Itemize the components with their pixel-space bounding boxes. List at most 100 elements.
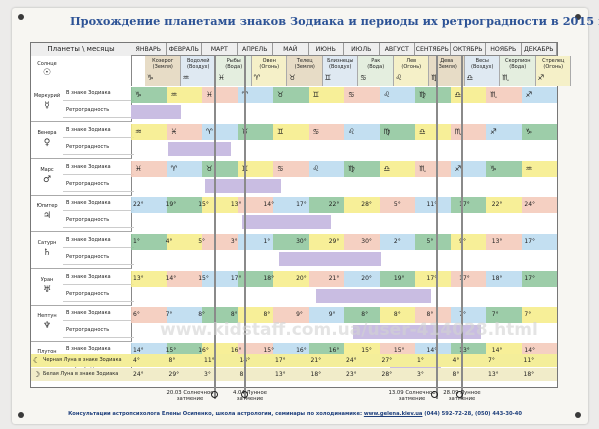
- zodiac-sign-icon: ♈: [170, 164, 178, 173]
- zodiac-sign-icon: ♐: [454, 164, 462, 173]
- degree-value: 20°: [296, 275, 307, 282]
- moon-degree-value: 4°: [452, 357, 460, 364]
- degree-value: 7°: [491, 311, 499, 318]
- degree-value: 16°: [296, 347, 307, 354]
- sign-band: [273, 197, 309, 213]
- zodiac-sign-icon: ♌: [383, 90, 391, 99]
- sun-sign-name: Рыбы: [226, 58, 241, 64]
- planet-row-label: [31, 124, 132, 159]
- sign-band: [131, 307, 167, 323]
- degree-value: 16°: [230, 347, 242, 354]
- sun-sign-name: Близнецы: [327, 58, 354, 64]
- sign-band: [237, 197, 273, 213]
- zodiac-sign-icon: ♓: [206, 90, 213, 99]
- moon-row-bg: [31, 354, 557, 367]
- sign-band: [273, 87, 309, 103]
- sign-band: [450, 271, 486, 287]
- degree-value: 8°: [198, 311, 206, 318]
- footer-site-link[interactable]: www.gelena.kiev.ua: [363, 411, 423, 417]
- retro-band: [316, 289, 431, 303]
- planet-row-label: [31, 161, 132, 196]
- planet-row-label: [31, 271, 132, 306]
- degree-value: 22°: [133, 201, 144, 208]
- eclipse-line: [214, 56, 216, 399]
- retro-band: [131, 105, 181, 119]
- zodiac-sign-icon: ♎: [383, 164, 391, 173]
- degree-value: 5°: [393, 201, 401, 208]
- punch-hole: [575, 14, 581, 20]
- sign-band: [379, 197, 415, 213]
- sun-sign-name: Весы: [475, 58, 489, 64]
- degree-value: 9°: [328, 311, 336, 318]
- month-header-3: МАРТ: [202, 43, 238, 56]
- sign-band: [202, 197, 238, 213]
- in-sign-label: В знаке Зодиака: [63, 197, 134, 211]
- sign-band: [415, 87, 451, 103]
- sun-sign-band: [535, 56, 571, 86]
- degree-value: 17°: [459, 275, 470, 282]
- retro-label: Ретроградность: [63, 214, 134, 228]
- sign-band: [202, 271, 238, 287]
- degree-value: 15°: [361, 347, 372, 354]
- ephemeris-table: Планеты \ месяцы ЯНВАРЬ ФЕВРАЛЬ МАРТ АПРЕЛЬ…: [30, 42, 571, 399]
- sign-band: [202, 234, 238, 250]
- retro-band: [168, 142, 231, 156]
- zodiac-sign-icon: ♈: [206, 127, 213, 136]
- footer: Консультации астропсихолога Елены Осипен…: [30, 411, 560, 417]
- moon-degree-value: 11°: [523, 357, 535, 364]
- sign-band: [344, 197, 380, 213]
- degree-value: 30°: [296, 238, 307, 245]
- degree-value: 13°: [491, 238, 503, 245]
- zodiac-sign-icon: ♉: [289, 73, 296, 82]
- sign-band: [450, 87, 486, 103]
- zodiac-sign-icon: ♍: [383, 127, 391, 136]
- degree-value: 14°: [133, 347, 144, 354]
- retro-band: [242, 215, 331, 229]
- sign-band: [344, 124, 380, 140]
- degree-value: 17°: [524, 238, 536, 245]
- zodiac-sign-icon: ♑: [490, 164, 497, 173]
- in-sign-label: В знаке Зодиака: [63, 124, 134, 138]
- sign-band: [450, 234, 486, 250]
- zodiac-sign-icon: ♉: [206, 164, 213, 173]
- zodiac-sign-icon: ♋: [360, 73, 367, 82]
- punch-hole: [18, 14, 24, 20]
- moon-degree-value: 18°: [523, 371, 535, 378]
- planet-row-label: [31, 307, 132, 342]
- moon_black-label: Черная Луна в знаке Зодиака: [43, 357, 122, 363]
- month-header-6: ИЮНЬ: [308, 43, 344, 56]
- sign-band: [237, 87, 273, 103]
- degree-value: 17°: [426, 275, 438, 282]
- sign-band: [521, 307, 557, 323]
- moon_white-icon: ☽: [33, 370, 41, 379]
- sign-band: [237, 234, 273, 250]
- eclipse-line: [436, 56, 438, 399]
- zodiac-sign-icon: ♒: [170, 90, 178, 99]
- sun-name: Солнце: [37, 61, 57, 67]
- zodiac-sign-icon: ♏: [502, 73, 509, 82]
- eclipse-line: [461, 56, 463, 399]
- moon-degree-value: 24°: [346, 357, 357, 364]
- sign-band: [521, 124, 557, 140]
- sign-band: [308, 87, 344, 103]
- degree-value: 17°: [296, 201, 307, 208]
- sign-band: [415, 271, 451, 287]
- sun-sign-name: Лев: [406, 58, 417, 64]
- sun-sign-band: [180, 56, 216, 86]
- sign-band: [379, 124, 415, 140]
- month-header-11: НОЯБРЬ: [486, 43, 522, 56]
- moon-degree-value: 21°: [310, 357, 322, 364]
- month-header-1: ЯНВАРЬ: [131, 43, 167, 56]
- eclipse-label: 4.04 Лунное затмение: [232, 390, 268, 403]
- planet-6-icon: ♅: [42, 285, 52, 295]
- sign-band: [415, 161, 451, 177]
- zodiac-sign-icon: ♉: [277, 90, 284, 99]
- sun-sign-band: [322, 56, 358, 86]
- sun-sign-element: (Вода): [225, 64, 243, 70]
- footer-text: Консультации астропсихолога Елены Осипен…: [68, 411, 363, 417]
- sun-sign-element: (Воздух): [471, 64, 494, 70]
- sun-sign-element: (Воздух): [187, 64, 210, 70]
- moon_white-label: Белая Луна в знаке Зодиака: [43, 371, 119, 377]
- sign-band: [486, 307, 522, 323]
- moon-degree-value: 8°: [239, 371, 247, 378]
